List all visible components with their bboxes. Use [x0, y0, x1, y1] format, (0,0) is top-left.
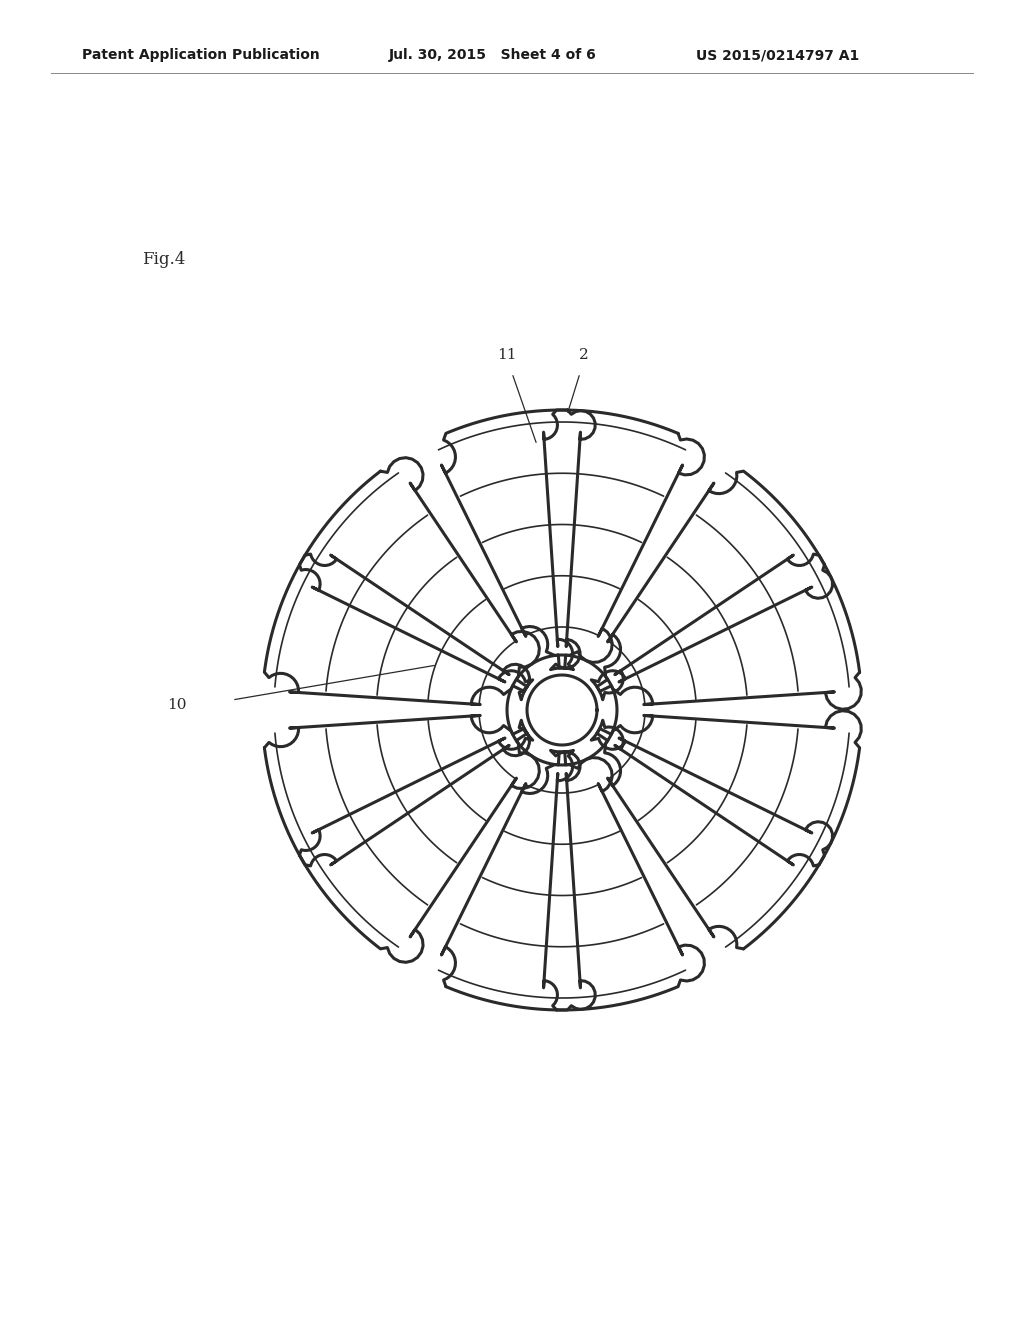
Text: Jul. 30, 2015   Sheet 4 of 6: Jul. 30, 2015 Sheet 4 of 6: [389, 49, 597, 62]
Text: US 2015/0214797 A1: US 2015/0214797 A1: [696, 49, 859, 62]
Text: 11: 11: [498, 348, 517, 362]
Text: 10: 10: [167, 698, 186, 711]
Text: Patent Application Publication: Patent Application Publication: [82, 49, 319, 62]
Text: 2: 2: [580, 348, 589, 362]
Text: Fig.4: Fig.4: [142, 252, 185, 268]
